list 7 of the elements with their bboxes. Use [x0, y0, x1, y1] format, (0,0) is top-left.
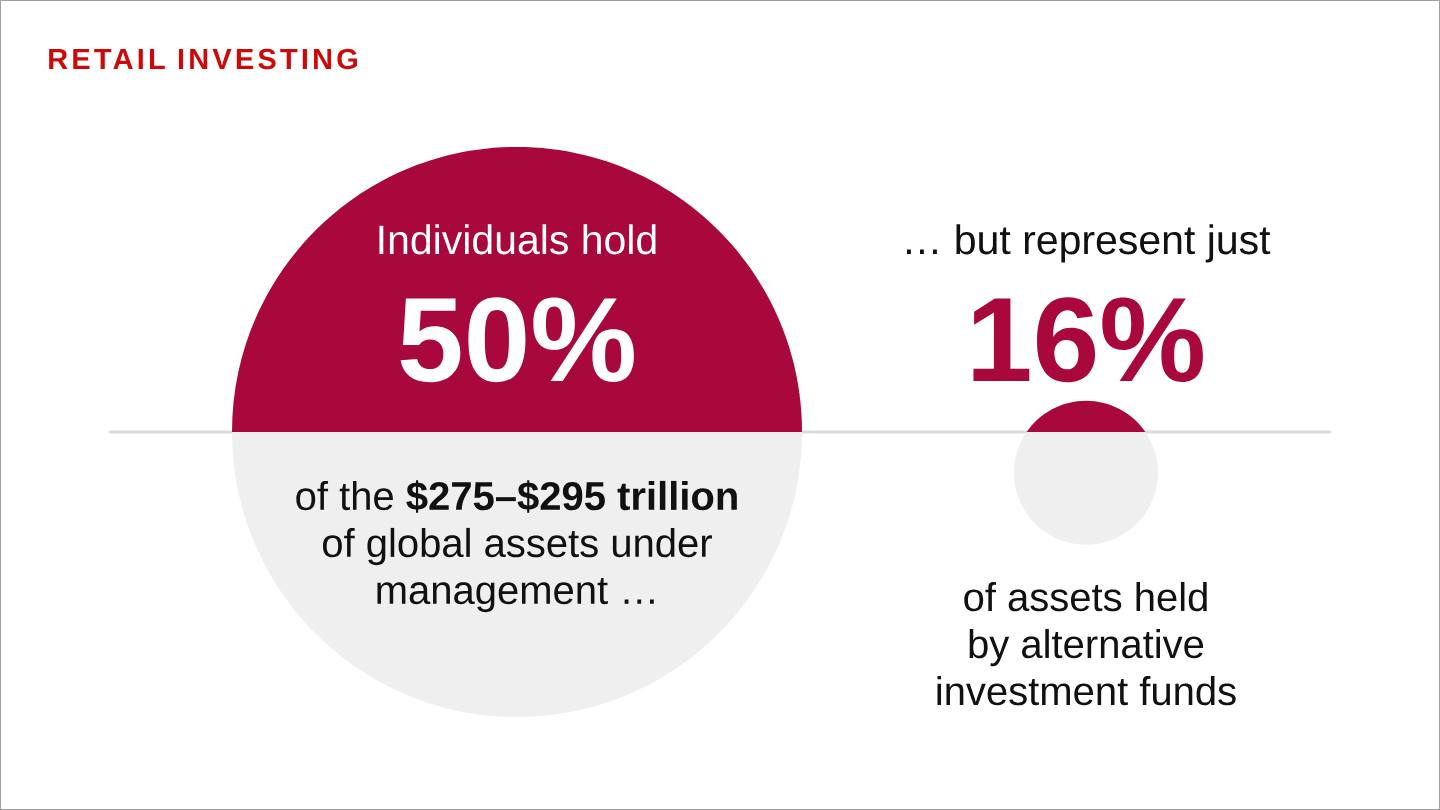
data-label: 50% — [400, 297, 634, 383]
data-label: 16% — [973, 297, 1203, 383]
category-label: … but represent just — [906, 224, 1271, 263]
category-label: Individuals hold — [379, 224, 656, 255]
text: of the $275–$295 trillion of global assets under management … — [296, 480, 737, 613]
text: RETAIL INVESTING — [49, 48, 357, 70]
text: of assets held by alternative investment funds — [937, 581, 1236, 706]
